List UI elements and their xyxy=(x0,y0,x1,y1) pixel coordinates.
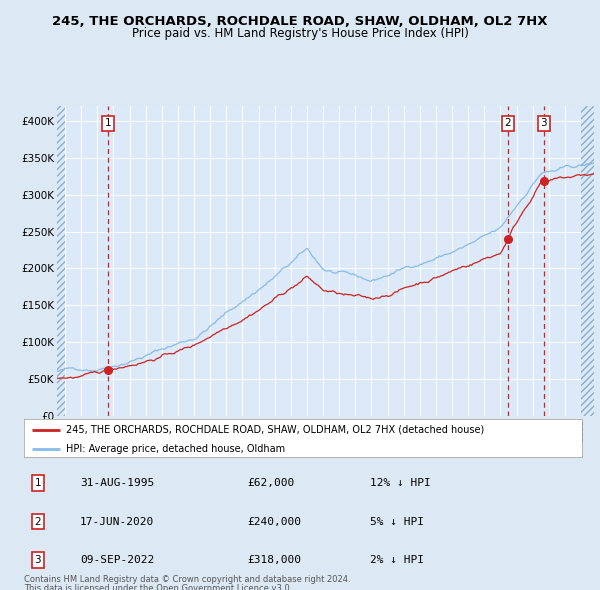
Bar xyxy=(57,106,65,416)
Text: 1: 1 xyxy=(104,118,111,128)
Text: HPI: Average price, detached house, Oldham: HPI: Average price, detached house, Oldh… xyxy=(66,444,285,454)
Text: This data is licensed under the Open Government Licence v3.0.: This data is licensed under the Open Gov… xyxy=(24,584,292,590)
Text: £62,000: £62,000 xyxy=(247,478,295,488)
Text: 245, THE ORCHARDS, ROCHDALE ROAD, SHAW, OLDHAM, OL2 7HX: 245, THE ORCHARDS, ROCHDALE ROAD, SHAW, … xyxy=(52,15,548,28)
Text: 2: 2 xyxy=(505,118,511,128)
Text: £318,000: £318,000 xyxy=(247,555,301,565)
Text: 3: 3 xyxy=(541,118,547,128)
Text: 17-JUN-2020: 17-JUN-2020 xyxy=(80,517,154,526)
Text: 31-AUG-1995: 31-AUG-1995 xyxy=(80,478,154,488)
Text: 2% ↓ HPI: 2% ↓ HPI xyxy=(370,555,424,565)
Text: 3: 3 xyxy=(35,555,41,565)
Text: 1: 1 xyxy=(35,478,41,488)
Text: 2: 2 xyxy=(35,517,41,526)
Text: £240,000: £240,000 xyxy=(247,517,301,526)
Text: Contains HM Land Registry data © Crown copyright and database right 2024.: Contains HM Land Registry data © Crown c… xyxy=(24,575,350,584)
Text: 12% ↓ HPI: 12% ↓ HPI xyxy=(370,478,431,488)
Text: 09-SEP-2022: 09-SEP-2022 xyxy=(80,555,154,565)
Text: 245, THE ORCHARDS, ROCHDALE ROAD, SHAW, OLDHAM, OL2 7HX (detached house): 245, THE ORCHARDS, ROCHDALE ROAD, SHAW, … xyxy=(66,425,484,435)
Text: Price paid vs. HM Land Registry's House Price Index (HPI): Price paid vs. HM Land Registry's House … xyxy=(131,27,469,40)
Bar xyxy=(581,106,594,416)
Text: 5% ↓ HPI: 5% ↓ HPI xyxy=(370,517,424,526)
